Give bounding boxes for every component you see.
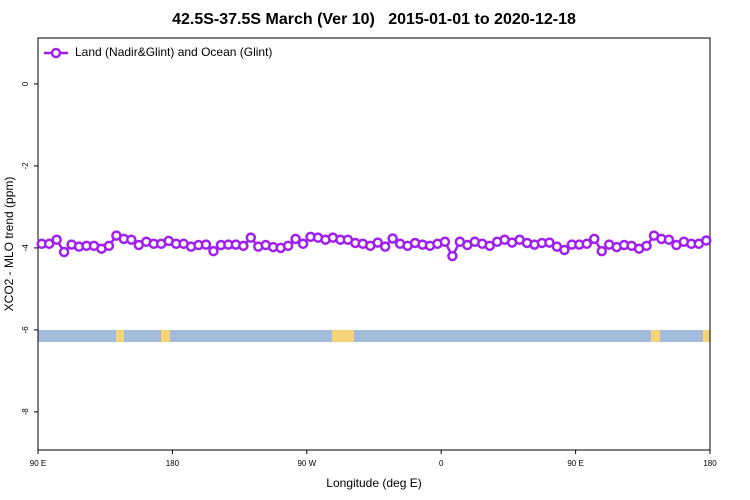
data-point (559, 244, 570, 256)
data-point (484, 240, 495, 252)
data-point (701, 235, 712, 246)
x-tick-label: 180 (703, 459, 717, 468)
data-point (297, 238, 309, 250)
x-tick-label: 90 E (567, 459, 583, 468)
data-point (290, 233, 301, 245)
land-patch (116, 330, 124, 342)
data-point (51, 234, 62, 245)
chart-title: 42.5S-37.5S March (Ver 10) 2015-01-01 to… (172, 11, 576, 28)
legend-label: Land (Nadir&Glint) and Ocean (Glint) (75, 45, 272, 59)
data-point (544, 237, 555, 248)
data-point (372, 237, 383, 248)
data-point (43, 238, 55, 250)
data-point (208, 245, 219, 257)
land-ocean-strip (38, 330, 710, 342)
data-point (596, 245, 607, 257)
y-tick-label: 0 (21, 81, 30, 86)
land-patch (332, 330, 354, 342)
data-point (282, 240, 294, 252)
data-point (200, 239, 212, 250)
data-point (245, 232, 257, 243)
y-tick-label: -2 (21, 162, 30, 170)
x-tick-label: 90 W (297, 459, 316, 468)
y-tick-label: -8 (21, 408, 30, 416)
y-axis-label: XCO2 - MLO trend (ppm) (2, 177, 16, 312)
land-patch (703, 330, 710, 342)
x-axis-label: Longitude (deg E) (326, 476, 421, 490)
data-point (379, 241, 391, 252)
data-point (238, 240, 249, 252)
x-tick-label: 0 (439, 459, 444, 468)
data-point (126, 234, 137, 245)
ocean-strip (38, 330, 710, 342)
data-point (581, 238, 593, 250)
legend-marker (50, 47, 62, 59)
x-tick-label: 180 (166, 459, 180, 468)
data-point (447, 250, 458, 262)
y-tick-label: -6 (21, 326, 30, 334)
data-point (387, 233, 398, 244)
data-point (589, 233, 600, 245)
y-tick-label: -4 (21, 244, 30, 252)
data-point (641, 240, 652, 252)
data-point (103, 240, 115, 252)
land-patch (651, 330, 660, 342)
data-point (439, 236, 451, 247)
land-patch (161, 330, 170, 342)
data-point (58, 246, 70, 258)
x-tick-label: 90 E (30, 459, 46, 468)
data-point (663, 234, 675, 245)
